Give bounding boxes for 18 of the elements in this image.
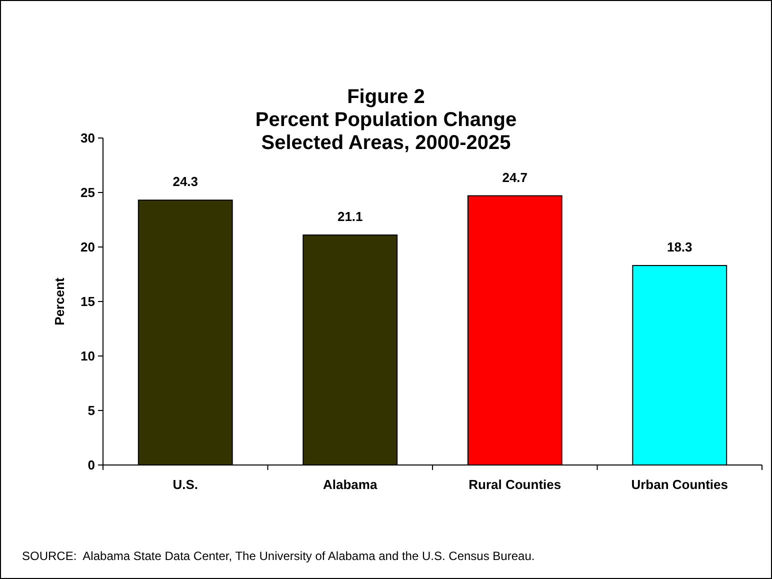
data-label: 18.3 bbox=[666, 240, 692, 255]
y-tick-label: 0 bbox=[88, 458, 95, 473]
data-label: 24.3 bbox=[172, 174, 198, 190]
y-tick-label: 20 bbox=[80, 240, 95, 255]
x-tick-label: Alabama bbox=[323, 477, 378, 492]
chart-title: Figure 2 Percent Population Change Selected Areas, 2000-2025 bbox=[255, 86, 517, 154]
y-tick-label: 30 bbox=[80, 130, 95, 146]
data-label: 21.1 bbox=[337, 209, 363, 224]
x-tick-label: U.S. bbox=[172, 477, 198, 492]
source-note: SOURCE: Alabama State Data Center, The University of Alabama and the U.S. Census Bureau. bbox=[22, 549, 535, 563]
y-tick-label: 15 bbox=[80, 294, 95, 310]
y-tick-label: 5 bbox=[88, 403, 95, 418]
y-tick-label: 10 bbox=[80, 348, 95, 364]
data-label: 24.7 bbox=[502, 170, 528, 185]
x-tick-label: Urban Counties bbox=[631, 477, 728, 492]
y-axis-title: Percent bbox=[52, 276, 67, 326]
y-tick-label: 25 bbox=[80, 185, 95, 200]
x-tick-label: Rural Counties bbox=[468, 477, 562, 492]
